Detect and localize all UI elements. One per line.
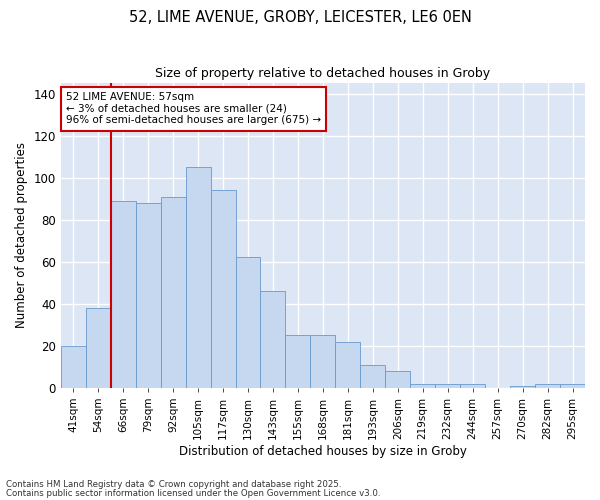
Bar (385, 371, 410, 388)
Bar (236, 258, 260, 388)
Bar (211, 190, 236, 388)
Bar (510, 386, 535, 388)
Bar (335, 342, 361, 388)
Bar (361, 364, 385, 388)
Text: 52 LIME AVENUE: 57sqm
← 3% of detached houses are smaller (24)
96% of semi-detac: 52 LIME AVENUE: 57sqm ← 3% of detached h… (66, 92, 321, 126)
Bar (61, 346, 86, 388)
X-axis label: Distribution of detached houses by size in Groby: Distribution of detached houses by size … (179, 444, 467, 458)
Title: Size of property relative to detached houses in Groby: Size of property relative to detached ho… (155, 68, 490, 80)
Y-axis label: Number of detached properties: Number of detached properties (15, 142, 28, 328)
Bar (410, 384, 435, 388)
Bar (260, 291, 286, 388)
Bar (185, 167, 211, 388)
Bar (535, 384, 560, 388)
Bar (435, 384, 460, 388)
Bar (286, 336, 310, 388)
Bar (310, 336, 335, 388)
Bar (560, 384, 585, 388)
Bar (111, 200, 136, 388)
Bar (161, 196, 185, 388)
Text: Contains HM Land Registry data © Crown copyright and database right 2025.: Contains HM Land Registry data © Crown c… (6, 480, 341, 489)
Text: 52, LIME AVENUE, GROBY, LEICESTER, LE6 0EN: 52, LIME AVENUE, GROBY, LEICESTER, LE6 0… (128, 10, 472, 25)
Bar (460, 384, 485, 388)
Bar (86, 308, 111, 388)
Bar (136, 203, 161, 388)
Text: Contains public sector information licensed under the Open Government Licence v3: Contains public sector information licen… (6, 488, 380, 498)
